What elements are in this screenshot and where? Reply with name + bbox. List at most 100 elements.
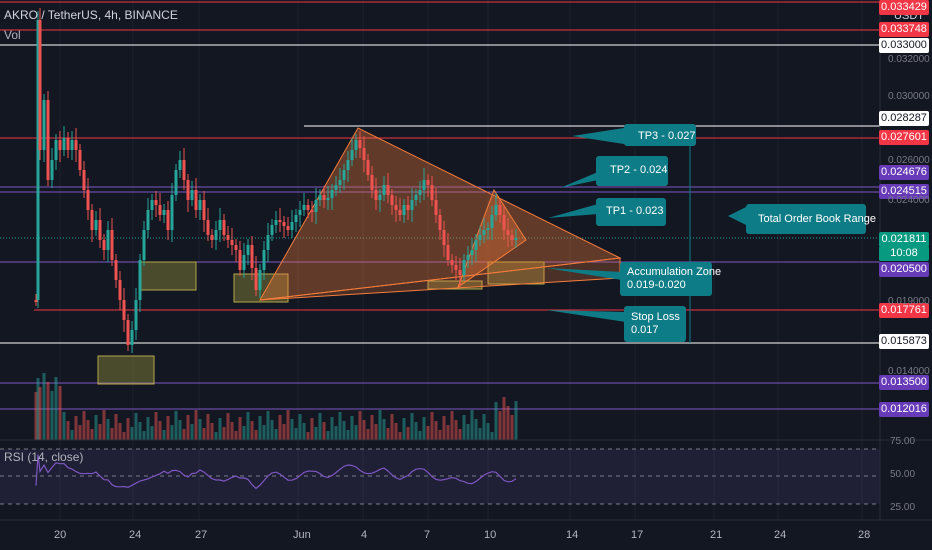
volume-bar bbox=[34, 392, 38, 440]
candle-body bbox=[306, 205, 310, 210]
candle-body bbox=[218, 220, 222, 230]
volume-bar bbox=[106, 419, 110, 440]
candle-body bbox=[74, 140, 78, 150]
volume-bar bbox=[358, 411, 362, 440]
symbol-title[interactable]: AKRO / TetherUS, 4h, BINANCE bbox=[4, 8, 178, 22]
candle-body bbox=[102, 240, 106, 250]
candle-body bbox=[342, 170, 346, 180]
volume-bar bbox=[262, 425, 266, 440]
volume-bar bbox=[302, 423, 306, 440]
volume-bar bbox=[58, 386, 62, 440]
tp3-callout[interactable]: TP3 - 0.027 bbox=[638, 130, 696, 142]
stop-loss-callout-value[interactable]: 0.017 bbox=[631, 324, 659, 336]
time-tick-label: 27 bbox=[195, 529, 208, 541]
volume-bar bbox=[250, 421, 254, 440]
candle-body bbox=[298, 210, 302, 215]
candlestick-series bbox=[34, 8, 518, 353]
candle-body bbox=[454, 265, 458, 270]
volume-bar bbox=[318, 413, 322, 440]
volume-bar bbox=[194, 410, 198, 440]
price-tick-label: 0.030000 bbox=[888, 91, 930, 102]
candle-body bbox=[174, 170, 178, 195]
volume-label[interactable]: Vol bbox=[4, 28, 21, 42]
candle-body bbox=[278, 220, 282, 222]
volume-bar bbox=[378, 410, 382, 440]
candle-body bbox=[230, 240, 234, 245]
candle-body bbox=[94, 220, 98, 230]
candle-body bbox=[462, 260, 466, 275]
candle-body bbox=[290, 222, 294, 230]
accumulation-callout-title[interactable]: Accumulation Zone bbox=[627, 266, 722, 278]
candle-body bbox=[246, 245, 250, 255]
volume-bar bbox=[298, 414, 302, 440]
price-tick-label: 0.024000 bbox=[888, 195, 930, 206]
volume-bar bbox=[462, 415, 466, 440]
candle-body bbox=[334, 185, 338, 190]
candle-body bbox=[374, 190, 378, 200]
candle-body bbox=[170, 195, 174, 230]
rsi-level-label: 50.00 bbox=[890, 469, 916, 480]
time-tick-label: 24 bbox=[774, 529, 787, 541]
price-tick-label: 0.026000 bbox=[888, 155, 930, 166]
price-tick-label: 0.032000 bbox=[888, 54, 930, 65]
time-tick-label: 7 bbox=[424, 529, 431, 541]
callout-shapes[interactable] bbox=[546, 124, 866, 342]
candle-body bbox=[214, 230, 218, 240]
candle-body bbox=[442, 230, 446, 245]
candle-body bbox=[36, 20, 40, 300]
candle-body bbox=[322, 195, 326, 200]
volume-bar bbox=[158, 421, 162, 440]
volume-bar bbox=[142, 431, 146, 440]
rsi-level-label: 75.00 bbox=[890, 436, 916, 447]
volume-bar bbox=[342, 421, 346, 440]
time-tick-label: 10 bbox=[484, 529, 497, 541]
volume-bar bbox=[458, 429, 462, 440]
tp2-callout[interactable]: TP2 - 0.024 bbox=[610, 164, 668, 176]
candle-body bbox=[358, 140, 362, 148]
candle-body bbox=[234, 245, 238, 250]
candle-body bbox=[206, 220, 210, 235]
candle-body bbox=[510, 235, 514, 240]
price-badge: 0.027601 bbox=[879, 130, 929, 145]
candle-body bbox=[78, 150, 82, 170]
candle-body bbox=[386, 185, 390, 195]
candle-body bbox=[142, 230, 146, 260]
accumulation-callout-range[interactable]: 0.019-0.020 bbox=[627, 279, 686, 291]
volume-bar bbox=[206, 414, 210, 440]
rsi-label[interactable]: RSI (14, close) bbox=[4, 450, 84, 464]
volume-bar bbox=[434, 421, 438, 440]
price-tick-label: 0.014000 bbox=[888, 366, 930, 377]
candle-body bbox=[422, 180, 426, 190]
candle-body bbox=[134, 300, 138, 330]
volume-bar bbox=[198, 419, 202, 440]
candle-body bbox=[118, 280, 122, 300]
time-tick-label: 4 bbox=[361, 529, 368, 541]
order-book-callout[interactable]: Total Order Book Range bbox=[758, 213, 877, 225]
level-lines[interactable] bbox=[0, 1, 880, 410]
volume-bar bbox=[234, 431, 238, 440]
candle-body bbox=[310, 210, 314, 212]
volume-bar bbox=[218, 418, 222, 440]
price-badge: 0.024515 bbox=[879, 184, 929, 199]
stop-loss-callout-title[interactable]: Stop Loss bbox=[631, 311, 680, 323]
candle-body bbox=[418, 190, 422, 195]
candle-body bbox=[130, 330, 134, 345]
volume-bar bbox=[178, 420, 182, 440]
candle-body bbox=[146, 210, 150, 230]
volume-bar bbox=[482, 414, 486, 440]
volume-bar bbox=[182, 429, 186, 440]
candle-body bbox=[54, 140, 58, 160]
volume-bar bbox=[214, 432, 218, 440]
volume-bar bbox=[82, 411, 86, 440]
candle-body bbox=[502, 215, 506, 230]
volume-bar bbox=[78, 425, 82, 440]
volume-bar bbox=[230, 422, 234, 440]
candle-body bbox=[34, 300, 38, 302]
price-tick-label: 0.019000 bbox=[888, 296, 930, 307]
candle-body bbox=[394, 205, 398, 210]
candle-body bbox=[166, 210, 170, 230]
volume-bar bbox=[386, 428, 390, 440]
candle-body bbox=[82, 170, 86, 190]
tp1-callout[interactable]: TP1 - 0.023 bbox=[606, 205, 664, 217]
